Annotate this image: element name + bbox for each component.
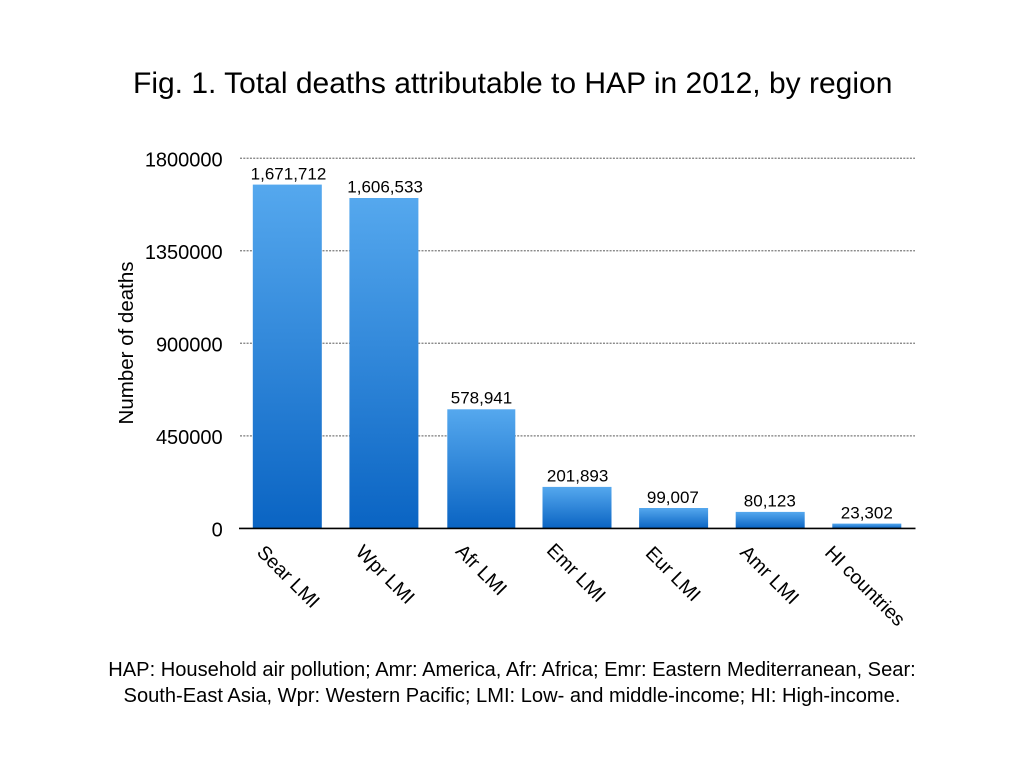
svg-text:HAP: Household air pollution;: HAP: Household air pollution; Amr: Ameri… xyxy=(108,659,915,681)
svg-text:99,007: 99,007 xyxy=(647,488,699,507)
svg-text:201,893: 201,893 xyxy=(547,466,608,485)
svg-text:Number of deaths: Number of deaths xyxy=(115,262,138,425)
svg-text:1,606,533: 1,606,533 xyxy=(347,177,423,196)
svg-text:900000: 900000 xyxy=(156,335,223,357)
svg-text:450000: 450000 xyxy=(156,427,223,449)
svg-text:0: 0 xyxy=(212,520,223,542)
svg-text:1,671,712: 1,671,712 xyxy=(251,165,327,184)
svg-text:578,941: 578,941 xyxy=(451,389,512,408)
svg-text:80,123: 80,123 xyxy=(744,491,796,510)
svg-text:23,302: 23,302 xyxy=(841,504,893,523)
svg-text:Fig. 1. Total deaths attributa: Fig. 1. Total deaths attributable to HAP… xyxy=(133,67,892,100)
svg-text:1800000: 1800000 xyxy=(145,149,223,171)
svg-text:South-East Asia, Wpr: Western: South-East Asia, Wpr: Western Pacific; L… xyxy=(124,685,901,707)
svg-text:1350000: 1350000 xyxy=(145,242,223,264)
